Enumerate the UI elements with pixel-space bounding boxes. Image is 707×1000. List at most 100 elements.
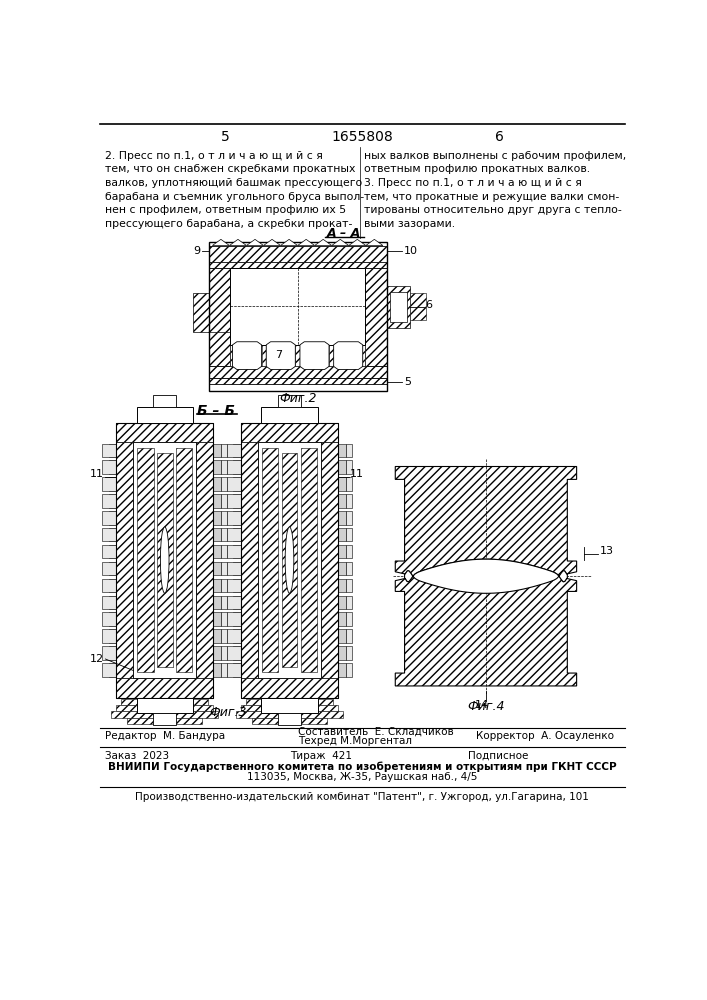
Polygon shape: [315, 239, 332, 246]
Bar: [103, 579, 116, 592]
Bar: [321, 442, 338, 678]
Text: ВНИИПИ Государственного комитета по изобретениям и открытиям при ГКНТ СССР: ВНИИПИ Государственного комитета по изоб…: [107, 762, 617, 772]
Bar: [137, 448, 153, 672]
Bar: [221, 545, 227, 558]
Polygon shape: [349, 239, 366, 246]
Bar: [221, 477, 227, 491]
Polygon shape: [395, 559, 577, 686]
Bar: [233, 444, 241, 457]
Bar: [109, 579, 116, 592]
Bar: [213, 528, 221, 541]
Bar: [346, 579, 352, 592]
Bar: [279, 395, 300, 407]
Bar: [221, 612, 227, 626]
Bar: [262, 448, 279, 672]
Bar: [221, 562, 227, 575]
Text: Производственно-издательский комбинат "Патент", г. Ужгород, ул.Гагарина, 101: Производственно-издательский комбинат "П…: [135, 792, 589, 802]
Bar: [103, 460, 116, 474]
Bar: [338, 646, 346, 660]
Bar: [227, 579, 241, 592]
Bar: [109, 596, 116, 609]
Bar: [227, 562, 241, 575]
Bar: [300, 448, 317, 672]
Bar: [233, 494, 241, 508]
Bar: [338, 663, 346, 677]
Bar: [213, 494, 221, 508]
Bar: [109, 477, 116, 491]
Bar: [103, 494, 116, 508]
Bar: [233, 528, 241, 541]
Text: Фиг.3: Фиг.3: [209, 706, 247, 719]
Bar: [262, 345, 267, 366]
Bar: [346, 663, 352, 677]
Bar: [103, 477, 116, 491]
Bar: [233, 663, 241, 677]
Bar: [230, 268, 365, 345]
Bar: [338, 528, 346, 541]
Bar: [233, 562, 241, 575]
Bar: [213, 596, 221, 609]
Bar: [221, 511, 227, 525]
Bar: [103, 444, 116, 457]
Bar: [346, 545, 352, 558]
Bar: [246, 699, 333, 705]
Text: 7: 7: [275, 350, 282, 360]
Bar: [109, 612, 116, 626]
Bar: [109, 545, 116, 558]
Polygon shape: [267, 342, 296, 369]
Bar: [338, 545, 346, 558]
Bar: [213, 460, 221, 474]
Bar: [221, 629, 227, 643]
Bar: [346, 646, 352, 660]
Bar: [227, 444, 241, 457]
Bar: [221, 460, 227, 474]
Bar: [136, 407, 193, 423]
Bar: [103, 629, 116, 643]
Bar: [346, 528, 352, 541]
Bar: [241, 423, 338, 698]
Bar: [230, 345, 233, 366]
Text: 5: 5: [221, 130, 230, 144]
Bar: [103, 663, 116, 677]
Bar: [116, 678, 213, 698]
Bar: [221, 579, 227, 592]
Bar: [221, 494, 227, 508]
Bar: [116, 442, 134, 678]
Bar: [109, 444, 116, 457]
Bar: [281, 453, 298, 667]
Text: 11: 11: [90, 469, 104, 479]
Bar: [410, 293, 426, 320]
Bar: [346, 511, 352, 525]
Bar: [213, 545, 221, 558]
Bar: [227, 460, 241, 474]
Bar: [338, 562, 346, 575]
Bar: [390, 292, 407, 322]
Bar: [227, 663, 241, 677]
Bar: [196, 442, 213, 678]
Bar: [233, 511, 241, 525]
Text: Редактор  М. Бандура: Редактор М. Бандура: [105, 731, 226, 741]
Text: 12: 12: [90, 654, 104, 664]
Polygon shape: [230, 239, 247, 246]
Bar: [346, 494, 352, 508]
Bar: [209, 242, 387, 391]
Text: Подписное: Подписное: [468, 751, 529, 761]
Bar: [338, 596, 346, 609]
Bar: [103, 511, 116, 525]
Bar: [233, 477, 241, 491]
Bar: [209, 332, 230, 366]
Polygon shape: [298, 239, 315, 246]
Polygon shape: [233, 342, 262, 369]
Bar: [157, 453, 173, 667]
Polygon shape: [300, 342, 329, 369]
Text: 113035, Москва, Ж-35, Раушская наб., 4/5: 113035, Москва, Ж-35, Раушская наб., 4/5: [247, 772, 477, 782]
Bar: [221, 663, 227, 677]
Bar: [252, 718, 327, 724]
Bar: [262, 407, 317, 423]
Bar: [103, 562, 116, 575]
Bar: [109, 511, 116, 525]
Bar: [209, 268, 230, 366]
Text: Фиг.2: Фиг.2: [279, 392, 316, 405]
Bar: [338, 579, 346, 592]
Bar: [109, 460, 116, 474]
